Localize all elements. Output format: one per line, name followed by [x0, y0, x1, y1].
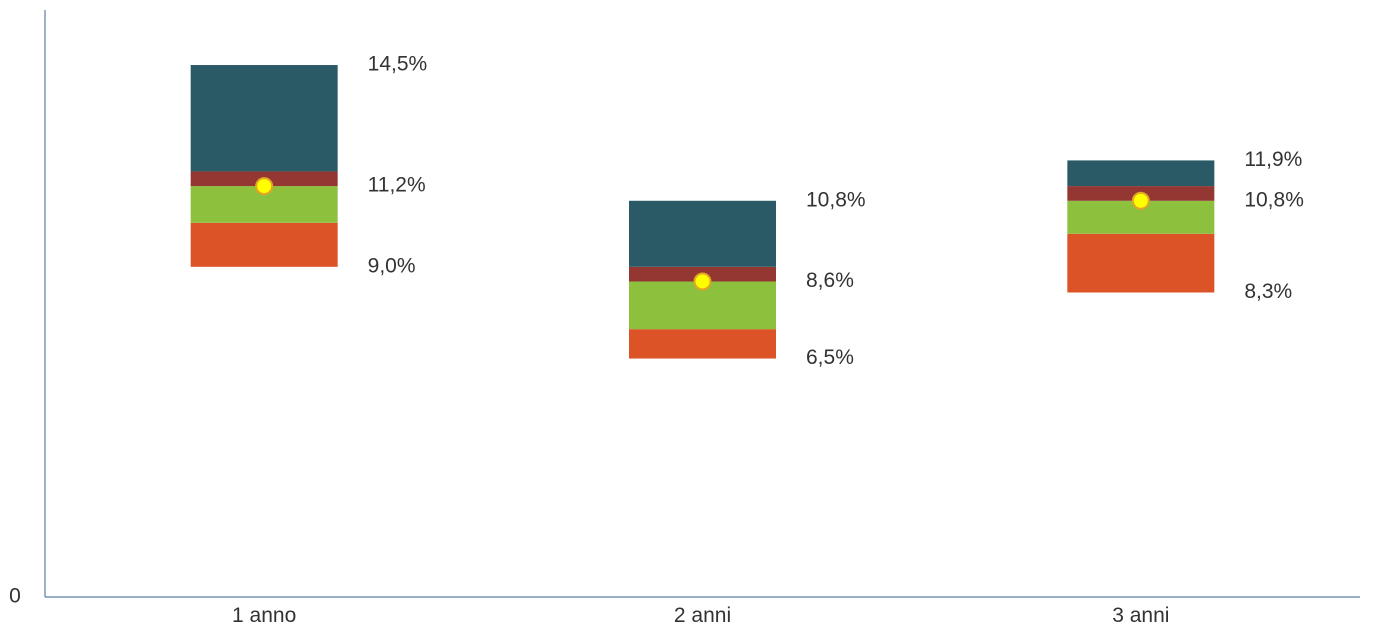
range-bar-segment: [629, 201, 776, 267]
category-label: 3 anni: [1112, 604, 1169, 627]
y-tick-label: 0: [9, 585, 21, 608]
range-bar-segment: [1067, 160, 1214, 186]
range-bar-segment: [191, 65, 338, 171]
data-label: 10,8%: [1244, 188, 1304, 211]
data-label: 11,2%: [368, 174, 426, 197]
data-label: 8,3%: [1244, 280, 1292, 303]
category-label: 1 anno: [232, 604, 296, 627]
point-marker: [1133, 193, 1149, 209]
bars-layer: [191, 65, 1215, 359]
data-label: 6,5%: [806, 346, 854, 369]
range-bar-segment: [1067, 234, 1214, 293]
data-label: 11,9%: [1244, 148, 1302, 171]
range-bar-segment: [629, 329, 776, 358]
data-label: 8,6%: [806, 269, 854, 292]
category-labels-layer: 1 anno 2 anni 3 anni: [232, 604, 1169, 627]
data-label: 10,8%: [806, 188, 866, 211]
category-label: 2 anni: [674, 604, 731, 627]
point-marker: [695, 273, 711, 289]
data-label: 14,5%: [368, 53, 428, 76]
data-label: 9,0%: [368, 254, 416, 277]
range-bar-segment: [191, 223, 338, 267]
point-marker: [256, 178, 272, 194]
